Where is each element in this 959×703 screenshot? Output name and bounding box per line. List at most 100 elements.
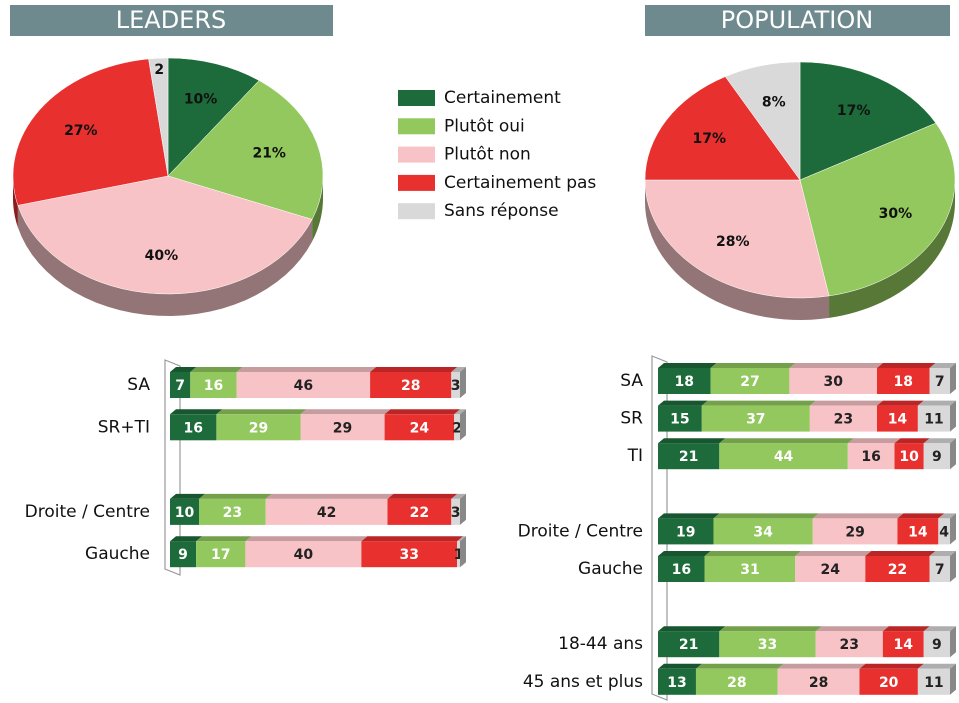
bar-label: 9: [178, 547, 188, 563]
legend-swatch: [398, 90, 435, 106]
bar-label: 29: [333, 420, 352, 436]
bar-segment: [929, 556, 950, 582]
bar-label: 17: [211, 547, 230, 563]
pie-label: 17%: [837, 103, 871, 119]
bar-label: 22: [888, 562, 907, 578]
bar-top: [265, 493, 394, 499]
legend-label: Sans réponse: [444, 201, 559, 221]
bar-segment: [196, 541, 246, 568]
bar-end: [950, 513, 956, 545]
bar-label: 21: [679, 637, 698, 653]
bar-label: 22: [410, 505, 429, 521]
bar-label: 16: [672, 562, 691, 578]
bar-top: [847, 438, 901, 444]
bar-top: [451, 493, 466, 499]
bar-top: [882, 626, 930, 632]
pie-slice: [148, 57, 169, 177]
title-banner: [645, 5, 950, 36]
bar-top: [196, 536, 252, 542]
bar-label: 30: [823, 374, 843, 390]
bar-label: 29: [845, 524, 864, 540]
bar-top: [917, 663, 956, 669]
bar-label: 28: [809, 675, 828, 691]
legend-label: Certainement: [444, 88, 561, 108]
bar-segment: [658, 405, 702, 432]
bar-segment: [236, 372, 371, 398]
bar-segment: [658, 518, 714, 545]
bar-end: [460, 367, 466, 398]
bar-end: [950, 626, 956, 658]
bar-top: [815, 626, 889, 632]
pie-slice: [12, 58, 169, 206]
bar-label: 23: [223, 505, 242, 521]
bar-top: [929, 363, 956, 368]
category-label: Droite / Centre: [518, 521, 643, 541]
category-label: 18-44 ans: [558, 634, 643, 654]
bar-segment: [658, 368, 711, 394]
bar-segment: [929, 368, 950, 394]
bar-segment: [938, 518, 950, 545]
bar-top: [451, 367, 466, 372]
bar-label: 42: [317, 505, 336, 521]
pie-label: 17%: [693, 131, 727, 147]
bar-segment: [815, 631, 883, 658]
bar-segment: [300, 414, 385, 441]
bar-label: 11: [924, 412, 943, 428]
bar-label: 3: [451, 505, 461, 521]
pie-side: [645, 180, 830, 320]
bar-label: 37: [746, 412, 765, 428]
bar-segment: [923, 443, 950, 470]
bar-segment: [923, 631, 950, 658]
bar-top: [795, 551, 872, 556]
bar-top: [658, 400, 708, 406]
bracket: [651, 355, 668, 701]
bar-segment: [658, 556, 705, 582]
bracket: [164, 359, 181, 576]
bar-segment: [713, 518, 813, 545]
bar-segment: [245, 541, 362, 568]
pie-slice: [724, 61, 801, 181]
pie-side: [829, 180, 955, 318]
bar-segment: [704, 556, 796, 582]
pie-label: 28%: [716, 234, 750, 250]
bar-segment: [190, 372, 237, 398]
bar-top: [917, 400, 956, 406]
pie-slice: [17, 175, 313, 295]
pie-label: 21%: [252, 146, 286, 162]
bar-top: [719, 438, 854, 444]
bar-top: [190, 367, 243, 372]
bar-segment: [859, 668, 918, 695]
bar-label: 9: [932, 449, 942, 465]
bar-top: [701, 400, 816, 406]
bar-segment: [897, 518, 939, 545]
bar-top: [894, 438, 930, 444]
pie-label: 10%: [184, 92, 218, 108]
bar-top: [923, 626, 956, 632]
bar-segment: [917, 668, 950, 695]
bar-segment: [384, 414, 455, 441]
bar-label: 23: [840, 637, 859, 653]
pie-label: 40%: [145, 248, 179, 264]
pie-label: 27%: [64, 123, 98, 139]
bar-segment: [457, 541, 460, 568]
bar-segment: [265, 498, 388, 525]
pie-slice: [167, 80, 324, 220]
bar-segment: [170, 414, 217, 441]
category-label: Gauche: [85, 544, 150, 564]
chart-title: POPULATION: [721, 6, 873, 34]
category-label: Gauche: [578, 559, 643, 579]
pie-side: [17, 205, 313, 316]
bar-segment: [701, 405, 810, 432]
category-label: SA: [620, 371, 643, 391]
bar-top: [923, 438, 956, 444]
bar-top: [809, 400, 883, 406]
bar-top: [170, 409, 223, 415]
category-label: Droite / Centre: [25, 502, 150, 522]
bar-label: 10: [899, 449, 919, 465]
bar-label: 15: [670, 412, 689, 428]
bar-end: [950, 363, 956, 394]
bar-segment: [865, 556, 930, 582]
bar-label: 18: [675, 374, 694, 390]
bar-end: [950, 438, 956, 470]
